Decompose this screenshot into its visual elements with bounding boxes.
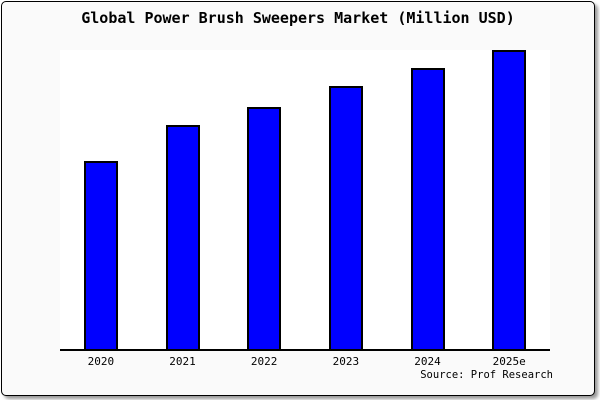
bar-slot-2020 bbox=[60, 50, 142, 349]
x-tick-label-2024: 2024 bbox=[414, 355, 441, 368]
bar-slot-2021 bbox=[142, 50, 224, 349]
chart-title: Global Power Brush Sweepers Market (Mill… bbox=[81, 9, 515, 27]
plot-area bbox=[60, 50, 550, 351]
bar-2025e bbox=[492, 50, 527, 349]
bar-slot-2023 bbox=[305, 50, 387, 349]
bar-slot-2025e bbox=[468, 50, 550, 349]
bar-2021 bbox=[165, 124, 200, 349]
x-tick-label-2023: 2023 bbox=[332, 355, 360, 368]
x-tick-label-2025e: 2025e bbox=[492, 355, 526, 368]
bar-slot-2024 bbox=[387, 50, 469, 349]
x-tick-label-2022: 2022 bbox=[250, 355, 278, 368]
bar-slot-2022 bbox=[223, 50, 305, 349]
chart-frame: Global Power Brush Sweepers Market (Mill… bbox=[1, 1, 595, 396]
x-axis-labels: 2020 2021 2022 2023 2024 2025e bbox=[60, 355, 550, 368]
x-tick-label-2020: 2020 bbox=[87, 355, 115, 368]
source-credit: Source: Prof Research bbox=[420, 369, 553, 381]
bar-2024 bbox=[410, 67, 445, 349]
bar-2023 bbox=[328, 85, 363, 349]
x-tick-label-2021: 2021 bbox=[169, 355, 196, 368]
bar-2022 bbox=[247, 106, 282, 349]
bar-2020 bbox=[83, 160, 118, 349]
